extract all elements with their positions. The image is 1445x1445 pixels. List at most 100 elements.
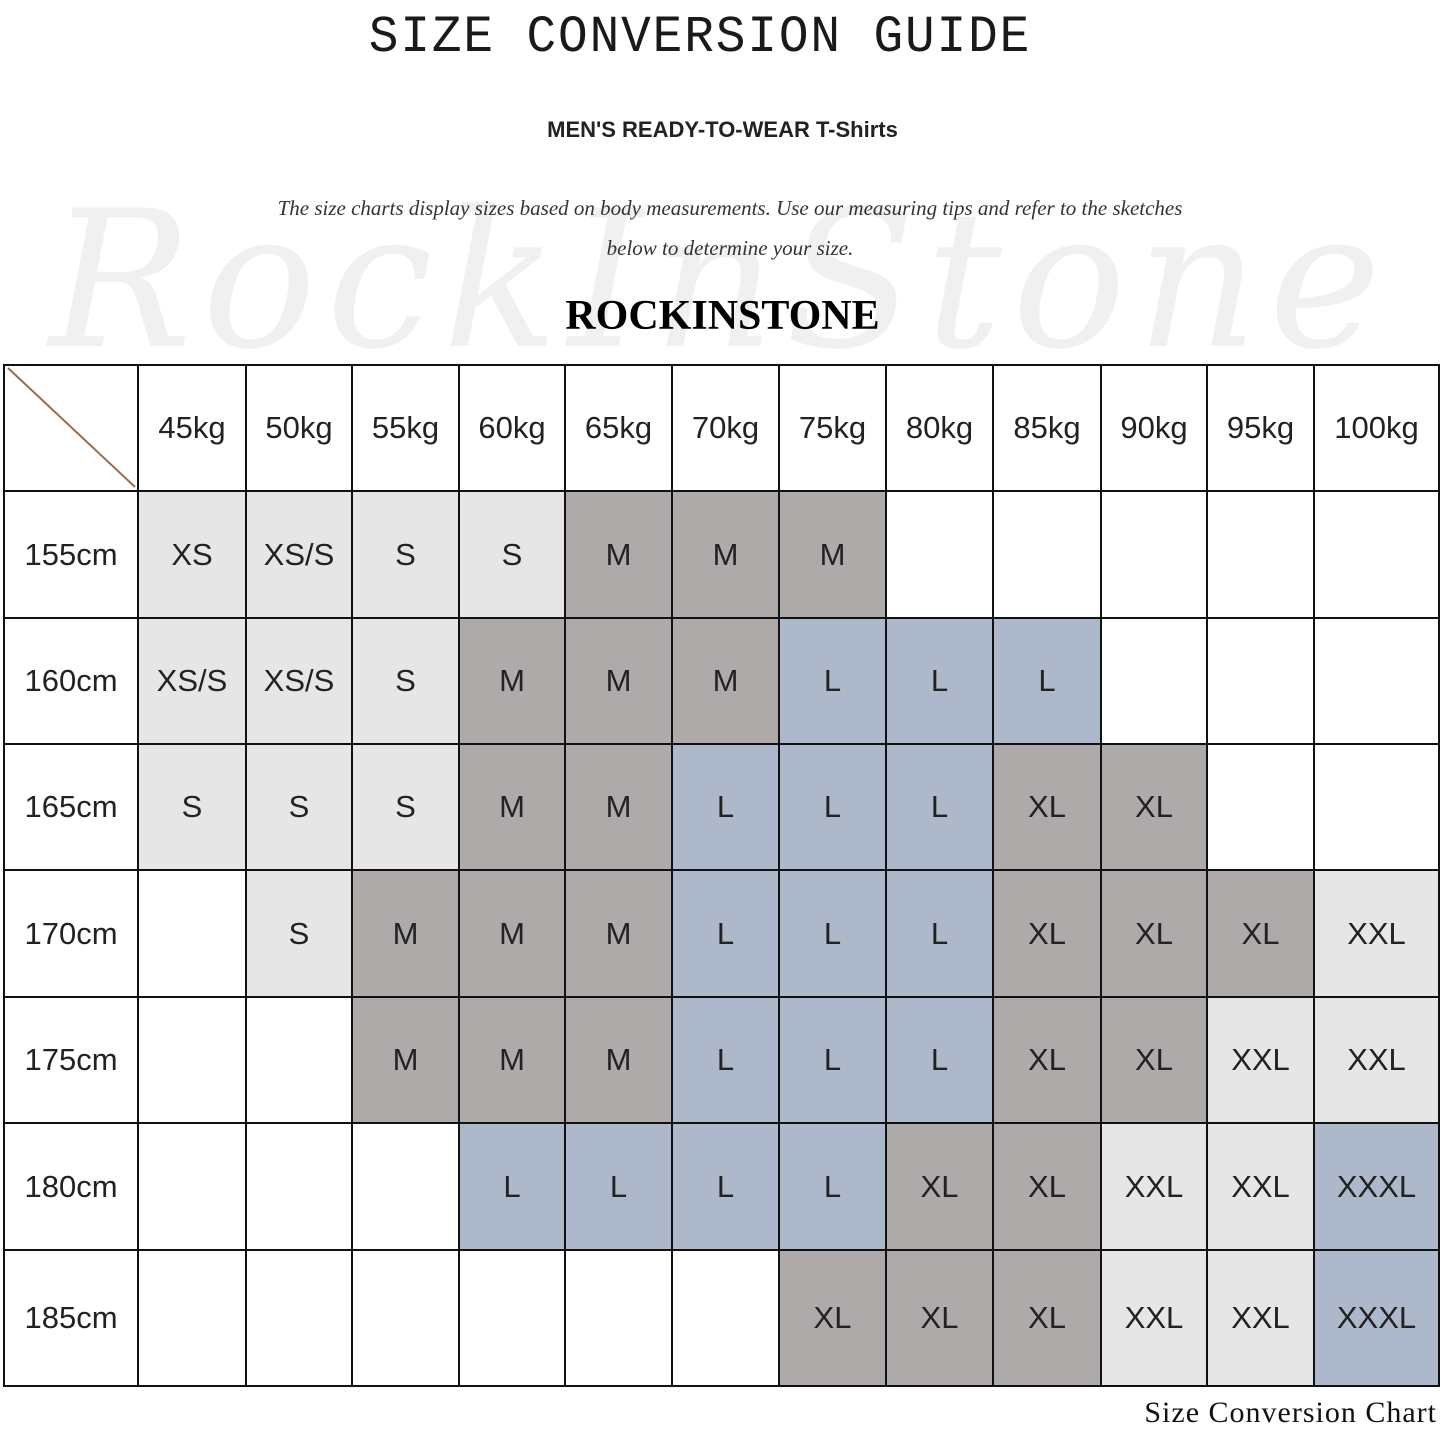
size-cell: S: [353, 745, 460, 871]
empty-cell: [1208, 745, 1315, 871]
corner-cell: [5, 366, 139, 492]
column-header: 100kg: [1315, 366, 1440, 492]
empty-cell: [1208, 492, 1315, 619]
row-header: 175cm: [5, 998, 139, 1124]
size-cell: XXXL: [1315, 1124, 1440, 1251]
column-header: 50kg: [247, 366, 353, 492]
size-cell: XL: [994, 871, 1102, 998]
empty-cell: [673, 1251, 780, 1387]
column-header: 70kg: [673, 366, 780, 492]
size-cell: S: [139, 745, 247, 871]
empty-cell: [247, 1251, 353, 1387]
empty-cell: [353, 1251, 460, 1387]
empty-cell: [1208, 619, 1315, 745]
empty-cell: [353, 1124, 460, 1251]
size-cell: XL: [994, 998, 1102, 1124]
page-title: SIZE CONVERSION GUIDE: [368, 8, 1032, 67]
size-cell: M: [673, 492, 780, 619]
size-cell: L: [780, 998, 887, 1124]
size-cell: XS/S: [247, 619, 353, 745]
empty-cell: [139, 1251, 247, 1387]
size-cell: L: [780, 871, 887, 998]
empty-cell: [1315, 745, 1440, 871]
column-header: 75kg: [780, 366, 887, 492]
size-cell: XXXL: [1315, 1251, 1440, 1387]
description: The size charts display sizes based on b…: [220, 188, 1240, 268]
column-header: 95kg: [1208, 366, 1315, 492]
empty-cell: [247, 998, 353, 1124]
size-cell: S: [353, 619, 460, 745]
size-cell: M: [780, 492, 887, 619]
size-cell: M: [566, 998, 673, 1124]
caption: Size Conversion Chart: [1144, 1396, 1437, 1429]
size-cell: XS/S: [139, 619, 247, 745]
size-cell: XL: [1208, 871, 1315, 998]
column-header: 60kg: [460, 366, 566, 492]
size-cell: XL: [1102, 871, 1208, 998]
description-line-1: The size charts display sizes based on b…: [277, 196, 1183, 220]
size-cell: S: [353, 492, 460, 619]
size-cell: M: [566, 492, 673, 619]
size-cell: M: [460, 745, 566, 871]
size-cell: S: [247, 745, 353, 871]
size-cell: L: [673, 745, 780, 871]
size-cell: M: [460, 619, 566, 745]
empty-cell: [247, 1124, 353, 1251]
size-cell: L: [780, 745, 887, 871]
size-cell: M: [673, 619, 780, 745]
size-cell: M: [353, 998, 460, 1124]
row-header: 170cm: [5, 871, 139, 998]
size-cell: S: [460, 492, 566, 619]
size-cell: XXL: [1315, 871, 1440, 998]
size-cell: XS: [139, 492, 247, 619]
size-cell: L: [673, 1124, 780, 1251]
brand-name: ROCKINSTONE: [565, 293, 880, 339]
row-header: 165cm: [5, 745, 139, 871]
column-header: 80kg: [887, 366, 994, 492]
size-cell: XXL: [1102, 1251, 1208, 1387]
size-cell: L: [887, 745, 994, 871]
column-header: 65kg: [566, 366, 673, 492]
size-cell: XXL: [1208, 1124, 1315, 1251]
size-cell: L: [673, 998, 780, 1124]
size-cell: XXL: [1208, 1251, 1315, 1387]
size-cell: L: [566, 1124, 673, 1251]
empty-cell: [1102, 492, 1208, 619]
empty-cell: [1315, 619, 1440, 745]
empty-cell: [460, 1251, 566, 1387]
size-cell: M: [566, 745, 673, 871]
size-cell: L: [460, 1124, 566, 1251]
column-header: 85kg: [994, 366, 1102, 492]
empty-cell: [139, 1124, 247, 1251]
size-cell: L: [780, 1124, 887, 1251]
empty-cell: [1102, 619, 1208, 745]
empty-cell: [566, 1251, 673, 1387]
size-cell: XL: [887, 1251, 994, 1387]
size-cell: L: [887, 998, 994, 1124]
column-header: 90kg: [1102, 366, 1208, 492]
size-cell: S: [247, 871, 353, 998]
size-table: 45kg 50kg 55kg 60kg 65kg 70kg 75kg 80kg 85kg 90kg…: [3, 364, 1440, 1387]
empty-cell: [139, 998, 247, 1124]
size-cell: XL: [887, 1124, 994, 1251]
empty-cell: [887, 492, 994, 619]
size-cell: M: [566, 619, 673, 745]
size-cell: XL: [1102, 998, 1208, 1124]
size-cell: XXL: [1315, 998, 1440, 1124]
column-header: 45kg: [139, 366, 247, 492]
size-cell: L: [887, 871, 994, 998]
size-cell: XL: [994, 745, 1102, 871]
size-cell: L: [994, 619, 1102, 745]
diagonal-line: [7, 367, 136, 488]
row-header: 160cm: [5, 619, 139, 745]
row-header: 180cm: [5, 1124, 139, 1251]
row-header: 185cm: [5, 1251, 139, 1387]
size-cell: M: [353, 871, 460, 998]
empty-cell: [994, 492, 1102, 619]
size-cell: M: [460, 871, 566, 998]
description-line-2: below to determine your size.: [606, 236, 854, 260]
size-cell: XS/S: [247, 492, 353, 619]
empty-cell: [1315, 492, 1440, 619]
size-cell: XL: [780, 1251, 887, 1387]
size-cell: XXL: [1208, 998, 1315, 1124]
